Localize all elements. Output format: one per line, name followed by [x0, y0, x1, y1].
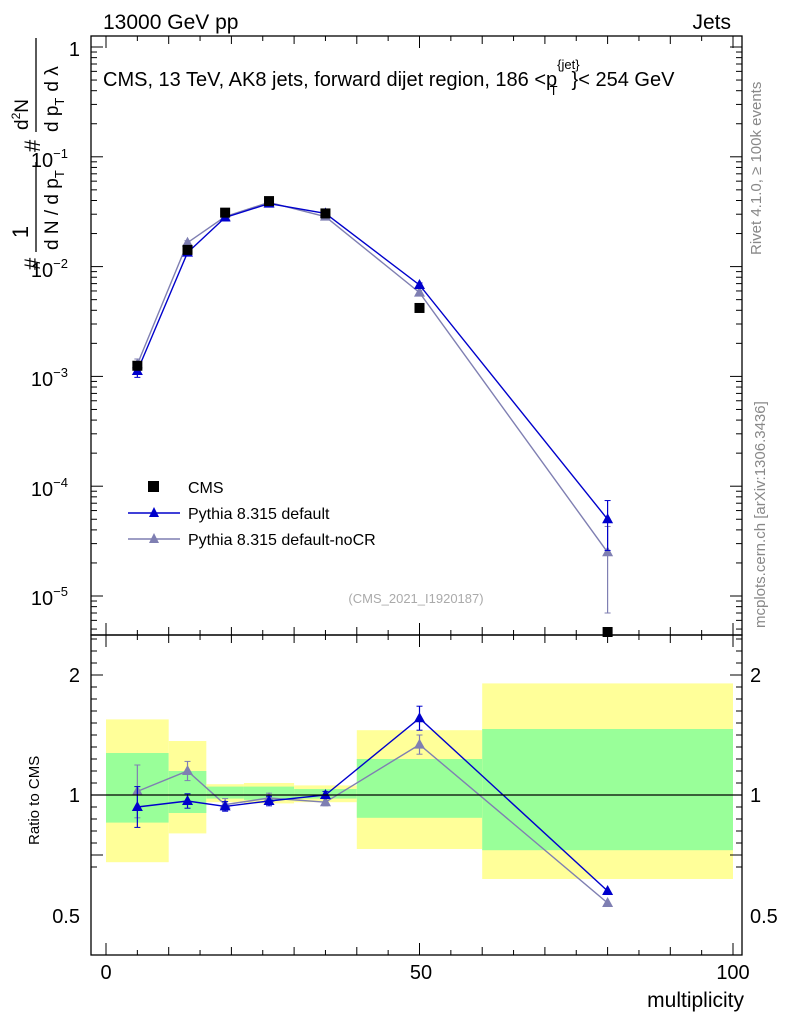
- cms-data-point: [414, 302, 425, 313]
- series-line: [136, 201, 609, 553]
- ratio-marker: [319, 796, 331, 807]
- cms-data-point: [320, 208, 331, 219]
- rtick-2-right: 2: [750, 665, 761, 687]
- ytick-1e-3: 10−3: [31, 365, 68, 391]
- ytick-1: 1: [69, 39, 80, 61]
- title-tail: }< 254 GeV: [572, 69, 676, 91]
- ratio-marker: [602, 897, 614, 907]
- rtick-2-left: 2: [69, 665, 80, 687]
- legend-label-nocr: Pythia 8.315 default-noCR: [188, 532, 376, 549]
- ratio-series-lines: [131, 705, 614, 907]
- ytick-1e-5: 10−5: [31, 584, 68, 610]
- ylabel-dn: d N / d pT: [42, 170, 67, 250]
- rtick-05-right: 0.5: [750, 906, 778, 928]
- ylabel-d2n: d2N: [9, 99, 33, 130]
- xtick-50: 50: [410, 962, 432, 984]
- legend-marker-nocr: [149, 533, 159, 543]
- axis-ticks: [91, 36, 742, 955]
- rivet-version-label: Rivet 4.1.0, ≥ 100k events: [748, 82, 765, 255]
- analysis-watermark: (CMS_2021_I1920187): [348, 591, 483, 606]
- ratio-marker: [182, 795, 194, 805]
- legend-label-default: Pythia 8.315 default: [188, 506, 330, 523]
- plot-title: CMS, 13 TeV, AK8 jets, forward dijet reg…: [103, 57, 675, 98]
- band-inner-bin: [482, 729, 733, 851]
- title-sup: {jet}: [557, 57, 580, 72]
- x-axis-label: multiplicity: [647, 989, 744, 1012]
- cms-data-point: [220, 207, 231, 218]
- ratio-marker: [602, 885, 614, 895]
- rtick-1-left: 1: [69, 785, 80, 807]
- ratio-marker: [182, 765, 194, 775]
- mcplots-label: mcplots.cern.ch [arXiv:1306.3436]: [752, 401, 769, 628]
- legend-marker-default: [149, 507, 159, 517]
- ratio-marker: [219, 800, 231, 811]
- rtick-05-left: 0.5: [52, 906, 80, 928]
- series-marker: [602, 546, 614, 557]
- ratio-y-tick-labels: 2 1 0.5 2 1 0.5: [52, 665, 778, 928]
- x-tick-labels: 0 50 100: [100, 962, 749, 984]
- header-left: 13000 GeV pp: [103, 11, 238, 34]
- main-y-axis-label: # 1 d N / d pT # d2N d pTd λ: [8, 38, 67, 270]
- header-right: Jets: [692, 11, 731, 34]
- cms-data-point: [132, 360, 143, 371]
- ylabel-hash2: #: [20, 139, 45, 152]
- ylabel-dpt: d pTd λ: [42, 66, 67, 132]
- ylabel-one: 1: [8, 226, 33, 238]
- band-inner-bin: [356, 759, 483, 818]
- ytick-1e-4: 10−4: [31, 475, 68, 501]
- ylabel-part-1: #: [20, 257, 45, 270]
- series-line: [136, 202, 609, 520]
- xtick-0: 0: [100, 962, 111, 984]
- ratio-marker: [263, 795, 275, 805]
- xtick-100: 100: [716, 962, 749, 984]
- cms-data-point: [182, 244, 193, 255]
- ratio-y-axis-label: Ratio to CMS: [26, 756, 43, 845]
- legend-marker-cms: [148, 481, 159, 492]
- rtick-1-right: 1: [750, 785, 761, 807]
- title-sub: T: [550, 83, 558, 98]
- legend-label-cms: CMS: [188, 480, 224, 497]
- title-main: CMS, 13 TeV, AK8 jets, forward dijet reg…: [103, 69, 557, 91]
- legend: CMS Pythia 8.315 default Pythia 8.315 de…: [128, 480, 376, 549]
- ratio-marker: [319, 789, 331, 799]
- ratio-marker: [131, 801, 143, 811]
- cms-data-point: [264, 196, 275, 207]
- ratio-marker: [414, 712, 425, 723]
- series-marker: [414, 278, 425, 289]
- series-marker: [414, 286, 425, 297]
- ratio-marker: [414, 738, 425, 749]
- main-series-lines: [131, 196, 614, 637]
- series-marker: [602, 513, 614, 524]
- series-marker: [182, 236, 194, 247]
